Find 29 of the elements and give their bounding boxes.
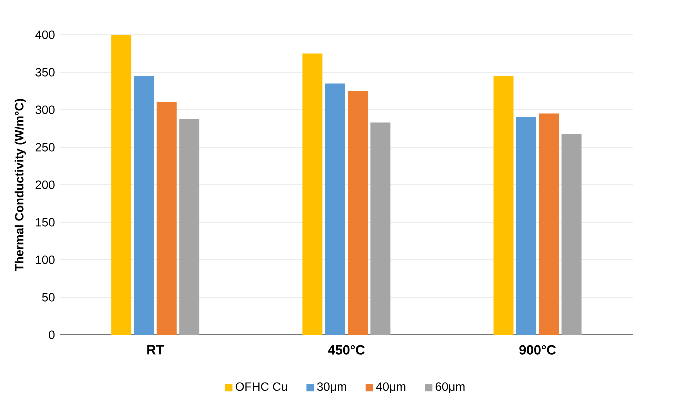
legend-label: 40μm [376,382,406,394]
y-tick-label: 350 [36,68,55,77]
bar [348,91,368,336]
legend-label: 60μm [436,382,465,394]
bar [156,102,177,336]
x-tick-label: RT [148,345,164,355]
y-tick-label: 300 [36,106,55,114]
bar [112,35,132,336]
bar [325,84,346,336]
y-tick-label: 100 [36,256,55,264]
legend-label: 30μm [317,382,346,394]
y-tick-label: 150 [36,218,55,227]
y-tick-label: 250 [36,143,55,152]
bar [562,134,582,336]
y-tick-label: 0 [49,330,55,340]
bar [494,76,514,336]
bar [370,122,391,336]
y-axis-title: Thermal Conductivity (W/m°C) [14,99,26,272]
y-tick-label: 200 [36,180,55,190]
x-tick-label: 900°C [520,345,556,355]
bar [516,118,536,336]
bar [134,76,154,336]
bar [180,119,200,336]
x-tick-label: 450°C [328,345,365,355]
bar [302,54,323,336]
y-tick-label: 50 [42,293,55,302]
y-tick-label: 400 [36,30,55,40]
legend-label: OFHC Cu [236,382,288,392]
bar [539,114,560,336]
